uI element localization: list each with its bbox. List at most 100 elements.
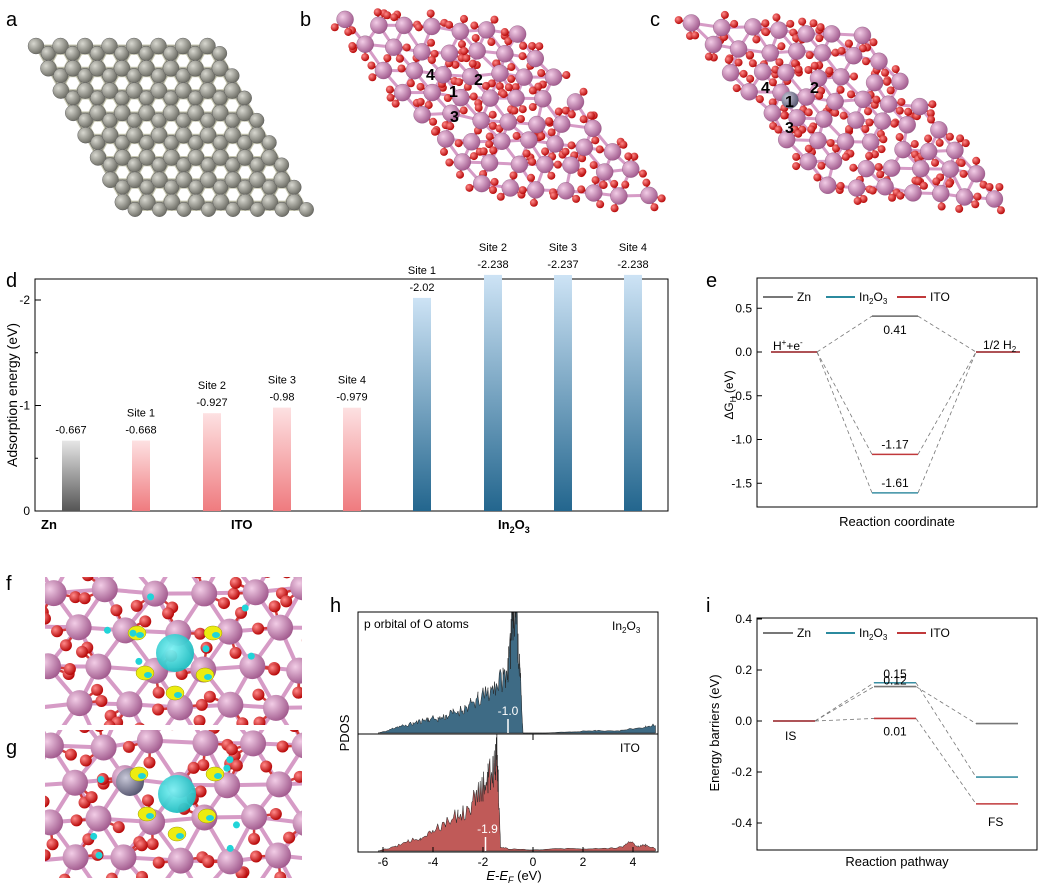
in-atom [797,25,815,43]
o-atom [507,63,516,72]
zn-atom [212,193,230,211]
o-atom [589,161,598,170]
o-atom [152,703,165,716]
in-atom [847,111,865,129]
isosurface-cyan [241,604,249,612]
bar-site-label: Site 3 [268,375,296,387]
isosurface-yellow [205,766,225,782]
o-atom [17,570,29,582]
y-tick-label: -2 [19,293,30,307]
site-label-4: 4 [761,80,770,97]
o-atom [528,157,537,166]
o-atom [105,872,118,878]
in-atom [985,190,1004,208]
in-atom [770,21,788,39]
o-atom [451,60,460,69]
zn-atom [299,202,314,217]
state-label-initial: H++e- [773,338,803,353]
charge-density-image-in2o3 [10,715,317,878]
o-atom [490,15,499,24]
panel-label-d: d [6,270,17,292]
o-atom [831,48,840,57]
o-atom [882,77,891,86]
bar-site-label: Site 1 [127,408,155,420]
zn-atom [101,126,119,144]
in-atom [526,49,544,68]
o-atom [330,23,339,32]
in-atom [16,536,42,562]
bar-site-label: Site 1 [408,265,436,277]
in-atom [481,89,499,107]
in-atom [265,539,291,565]
o-atom [804,144,813,153]
in-atom [63,539,89,565]
in-atom [873,112,892,130]
o-atom [490,177,499,186]
o-atom [197,758,210,771]
zn-atom [163,149,180,166]
zn-atom [77,82,94,99]
zn-atom [162,60,180,77]
panel-label-a: a [6,9,18,31]
zn-atom [261,149,278,166]
legend-label-ito: ITO [930,626,950,640]
o-atom [973,192,982,201]
in-atom [85,805,112,832]
in-atom [116,691,143,718]
zn-atom [175,82,192,99]
isosurface-cyan [90,832,98,840]
o-atom [526,173,535,182]
in-atom [493,132,511,150]
o-atom [512,131,521,140]
o-atom [591,136,600,145]
isosurface-cyan [206,815,214,821]
isosurface-cyan [156,634,194,672]
zn-atom [150,37,167,55]
o-atom [305,836,317,848]
o-atom [774,125,783,134]
in-atom [216,618,243,645]
o-atom [1,543,13,555]
x-axis-label: E-EF (eV) [486,868,541,884]
o-atom [416,97,425,106]
o-atom [10,798,22,810]
o-atom [33,715,45,727]
o-atom [445,158,454,167]
in-atom [413,43,431,61]
in-atom [941,160,959,178]
o-atom [268,663,281,676]
isosurface-cyan [97,776,105,784]
in-atom [66,690,93,717]
o-atom [20,809,32,821]
o-atom [414,23,423,32]
o-atom [416,82,425,91]
in-atom [45,732,64,759]
o-atom [70,814,83,827]
zn-atom [286,179,302,195]
in-atom [437,130,455,148]
zn-atom [163,193,181,211]
bar-value-label: -2.238 [617,259,648,271]
zn-atom [52,37,69,55]
o-atom [469,92,478,101]
group-label-in2o3: In2O3 [498,517,530,535]
in-atom [507,89,525,107]
o-atom [810,61,819,70]
o-atom [430,49,439,58]
in-atom [413,106,431,124]
o-atom [456,170,465,179]
in-atom [557,182,575,200]
o-atom [863,107,872,116]
isosurface-yellow [137,806,157,822]
o-atom [485,132,494,141]
in-atom [824,152,843,170]
plot-frame [357,611,659,853]
o-atom [528,86,537,95]
o-atom [890,119,899,128]
zn-atom [162,104,180,122]
x-tick-label: -6 [378,855,389,869]
in-atom [713,18,731,37]
in-atom [721,64,740,82]
o-atom [809,19,818,28]
o-atom [141,794,154,807]
